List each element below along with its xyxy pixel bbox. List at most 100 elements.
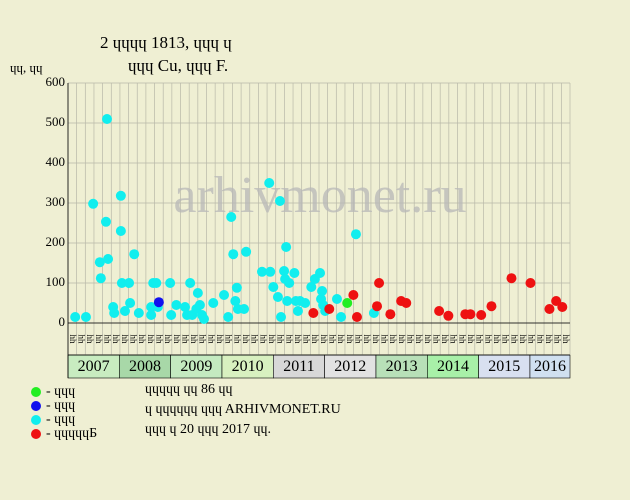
point (551, 296, 562, 306)
legend-label: - ɥɥɥ (46, 384, 75, 399)
point (102, 114, 113, 124)
point (274, 196, 285, 206)
point (265, 266, 276, 277)
legend-marker (31, 415, 41, 425)
x-tick-label: 2013 (386, 358, 418, 375)
x-tick-label: 2008 (129, 358, 161, 375)
y-tick-label: 500 (46, 114, 66, 129)
point (372, 301, 383, 312)
period-label: ɥɥ (447, 334, 457, 344)
point (153, 297, 164, 308)
point (194, 300, 205, 310)
period-label: ɥɥ (101, 334, 111, 344)
point (331, 294, 342, 304)
note: ɥ ɥɥɥɥɥɥ ɥɥɥ ARHIVMONET.RU (145, 402, 341, 417)
period-label: ɥɥ (516, 334, 526, 344)
watermark: arhivmonet.ru (173, 167, 466, 224)
period-label: ɥɥ (551, 334, 561, 344)
period-label: ɥɥ (326, 334, 336, 344)
point (146, 310, 157, 320)
period-label: ɥɥ (482, 334, 492, 344)
period-label: ɥɥ (75, 334, 85, 344)
period-label: ɥɥ (560, 334, 570, 344)
x-tick-label: 2014 (437, 358, 469, 375)
point (434, 306, 445, 316)
legend-label: - ɥɥɥ (46, 398, 75, 413)
point (279, 266, 290, 276)
point (506, 273, 517, 284)
point (308, 308, 319, 318)
x-tick-label: 2010 (232, 358, 264, 375)
point (300, 298, 311, 308)
period-label: ɥɥ (430, 334, 440, 344)
point (544, 304, 555, 314)
period-label: ɥɥ (144, 334, 154, 344)
point (151, 278, 162, 288)
point (443, 310, 454, 321)
point (241, 246, 252, 257)
point (219, 290, 230, 300)
period-label: ɥɥ (214, 334, 224, 344)
point (70, 312, 81, 322)
x-tick-label: 2009 (180, 358, 212, 375)
period-label: ɥɥ (456, 334, 466, 344)
point (165, 278, 176, 288)
period-label: ɥɥ (92, 334, 102, 344)
period-label: ɥɥ (291, 334, 301, 344)
point (115, 226, 126, 236)
period-label: ɥɥ (84, 334, 94, 344)
point (133, 308, 144, 318)
period-label: ɥɥ (369, 334, 379, 344)
point (306, 282, 317, 292)
period-label: ɥɥ (499, 334, 509, 344)
point (525, 278, 536, 288)
point (226, 212, 237, 222)
period-label: ɥɥ (127, 334, 137, 344)
point (180, 302, 191, 312)
point (324, 304, 335, 314)
period-label: ɥɥ (162, 334, 172, 344)
point (351, 312, 362, 322)
period-label: ɥɥ (352, 334, 362, 344)
period-label: ɥɥ (300, 334, 310, 344)
point (230, 296, 241, 306)
point (185, 278, 196, 288)
point (282, 296, 293, 306)
x-tick-label: 2007 (78, 358, 110, 375)
chart-title: 2 ɥɥɥɥ 1813, ɥɥɥ ɥ (100, 33, 232, 52)
period-label: ɥɥ (248, 334, 258, 344)
period-label: ɥɥ (361, 334, 371, 344)
period-label: ɥɥ (283, 334, 293, 344)
point (385, 309, 396, 320)
period-label: ɥɥ (473, 334, 483, 344)
point (289, 268, 300, 278)
y-tick-label: 0 (59, 314, 66, 329)
period-label: ɥɥ (196, 334, 206, 344)
period-label: ɥɥ (309, 334, 319, 344)
y-tick-label: 200 (46, 234, 66, 249)
point (199, 314, 210, 324)
period-label: ɥɥ (110, 334, 120, 344)
point (166, 310, 177, 320)
period-label: ɥɥ (378, 334, 388, 344)
period-label: ɥɥ (465, 334, 475, 344)
point (228, 249, 239, 260)
legend-marker (31, 387, 41, 397)
y-axis-label: ɥɥ, ɥɥ (10, 60, 43, 75)
point (94, 257, 105, 268)
point (80, 312, 91, 322)
point (88, 198, 99, 209)
point (476, 310, 487, 320)
period-label: ɥɥ (239, 334, 249, 344)
point (171, 300, 182, 310)
point (342, 298, 353, 308)
period-label: ɥɥ (387, 334, 397, 344)
point (119, 306, 130, 316)
period-label: ɥɥ (179, 334, 189, 344)
point (315, 268, 326, 278)
point (115, 190, 126, 201)
point (125, 298, 136, 308)
point (350, 229, 361, 240)
period-label: ɥɥ (508, 334, 518, 344)
point (557, 302, 568, 312)
